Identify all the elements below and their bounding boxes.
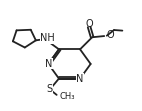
Text: N: N: [45, 59, 52, 69]
Text: O: O: [106, 30, 114, 40]
Text: CH₃: CH₃: [60, 92, 75, 101]
Text: N: N: [76, 74, 84, 84]
Text: S: S: [47, 84, 53, 94]
Text: NH: NH: [40, 33, 55, 44]
Text: O: O: [85, 19, 93, 29]
